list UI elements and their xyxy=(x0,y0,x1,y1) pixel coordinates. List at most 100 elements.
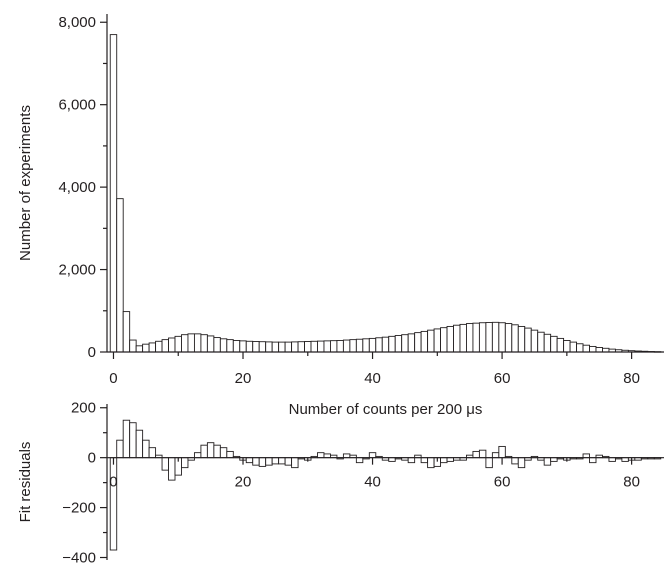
y-tick-label: −200 xyxy=(62,500,96,517)
histogram-bar xyxy=(258,341,267,353)
histogram-bar xyxy=(200,334,208,353)
histogram-bar xyxy=(524,327,532,353)
histogram-bar xyxy=(252,341,260,353)
histogram-bar xyxy=(478,322,487,353)
histogram-bar xyxy=(109,457,118,551)
histogram-bar xyxy=(323,340,331,353)
bar-series xyxy=(109,34,662,353)
histogram-bar xyxy=(362,338,370,353)
histogram-bar xyxy=(278,457,286,465)
histogram-bar xyxy=(258,457,267,467)
histogram-bar xyxy=(381,336,390,353)
histogram-bar xyxy=(317,452,325,459)
histogram-bar xyxy=(168,457,176,481)
histogram-bar xyxy=(550,335,558,353)
histogram-bar xyxy=(265,341,273,353)
histogram-bar xyxy=(187,333,195,353)
histogram-bar xyxy=(181,334,189,353)
histogram-bar xyxy=(116,198,124,353)
y-tick-label: 2,000 xyxy=(58,262,96,279)
histogram-bar xyxy=(116,439,124,459)
histogram-bar xyxy=(206,335,215,353)
histogram-bar xyxy=(291,341,299,353)
histogram-bar xyxy=(271,457,280,465)
x-tick-label: 60 xyxy=(494,370,511,387)
fit-residuals-panel: −400 −200 0 200 0 20 40 60 80 Fit residuals xyxy=(17,400,664,563)
histogram-bar xyxy=(213,337,221,353)
histogram-bar xyxy=(193,333,202,353)
histogram-bar xyxy=(498,445,506,459)
y-tick-label: 0 xyxy=(88,450,96,467)
histogram-bar xyxy=(349,339,357,353)
histogram-bar xyxy=(407,457,416,464)
histogram-bar xyxy=(355,457,364,464)
x-tick-label: 60 xyxy=(494,474,511,491)
histogram-bar xyxy=(517,457,526,469)
x-tick-label: 40 xyxy=(364,474,381,491)
x-tick-label: 80 xyxy=(623,474,640,491)
histogram-bar xyxy=(556,337,565,353)
histogram-bar xyxy=(427,457,435,469)
histogram-bar xyxy=(142,439,150,459)
histogram-bar xyxy=(161,457,169,471)
histogram-bar xyxy=(226,450,234,459)
histogram-bar xyxy=(375,337,383,353)
histogram-bar xyxy=(355,338,364,353)
histogram-bar xyxy=(440,327,448,353)
histogram-bar xyxy=(420,457,429,464)
histogram-bar xyxy=(511,324,519,353)
histogram-bar xyxy=(537,331,545,353)
histogram-bar xyxy=(342,339,351,353)
histogram-bar xyxy=(517,325,526,353)
x-axis-label: Number of counts per 200 μs xyxy=(289,401,483,418)
histogram-bar xyxy=(485,457,493,469)
histogram-bar xyxy=(148,342,157,353)
histogram-bar xyxy=(472,450,480,459)
y-tick-label: 4,000 xyxy=(58,179,96,196)
histogram-bar xyxy=(181,457,189,469)
histogram-bar xyxy=(232,340,241,353)
y-tick-label: 200 xyxy=(71,400,96,417)
histogram-bar xyxy=(530,329,539,353)
histogram-bar xyxy=(245,340,254,353)
histogram-bar xyxy=(317,340,325,353)
histogram-bar xyxy=(161,339,169,353)
histogram-bar xyxy=(252,457,260,466)
histogram-bar xyxy=(420,330,429,353)
histogram-bar xyxy=(466,323,474,353)
histogram-bar xyxy=(485,322,493,353)
histogram-bar xyxy=(569,341,578,353)
histogram-bar xyxy=(109,34,118,353)
histogram-bar xyxy=(472,322,480,353)
histogram-bar xyxy=(589,345,597,353)
histogram-bar xyxy=(427,329,435,353)
histogram-bar xyxy=(226,339,234,353)
histogram-bar xyxy=(265,457,273,466)
histogram-bar xyxy=(453,324,461,353)
histogram-bar xyxy=(511,457,519,465)
y-tick-label: 8,000 xyxy=(58,14,96,31)
bar-series xyxy=(109,419,662,551)
histogram-bar xyxy=(213,444,221,459)
y-tick-label: 0 xyxy=(88,344,96,361)
histogram-bar xyxy=(336,340,344,353)
histogram-bar xyxy=(310,340,318,353)
y-tick-label: −400 xyxy=(62,550,96,563)
x-tick-label: 40 xyxy=(364,370,381,387)
histogram-bar xyxy=(122,311,131,353)
y-axis-label: Number of experiments xyxy=(17,105,34,261)
histogram-bar xyxy=(589,457,597,464)
histogram-bar xyxy=(563,340,571,353)
y-tick-label: 6,000 xyxy=(58,97,96,114)
histogram-bar xyxy=(433,328,442,353)
histogram-bar xyxy=(284,341,293,353)
histogram-bar xyxy=(219,338,228,353)
histogram-bar xyxy=(368,452,377,459)
histogram-bar xyxy=(291,457,299,469)
histogram-bar xyxy=(284,457,293,466)
histogram-bar xyxy=(168,337,176,353)
histogram-bar xyxy=(129,339,137,353)
histogram-bar xyxy=(491,452,500,459)
histogram-bar xyxy=(193,452,202,459)
